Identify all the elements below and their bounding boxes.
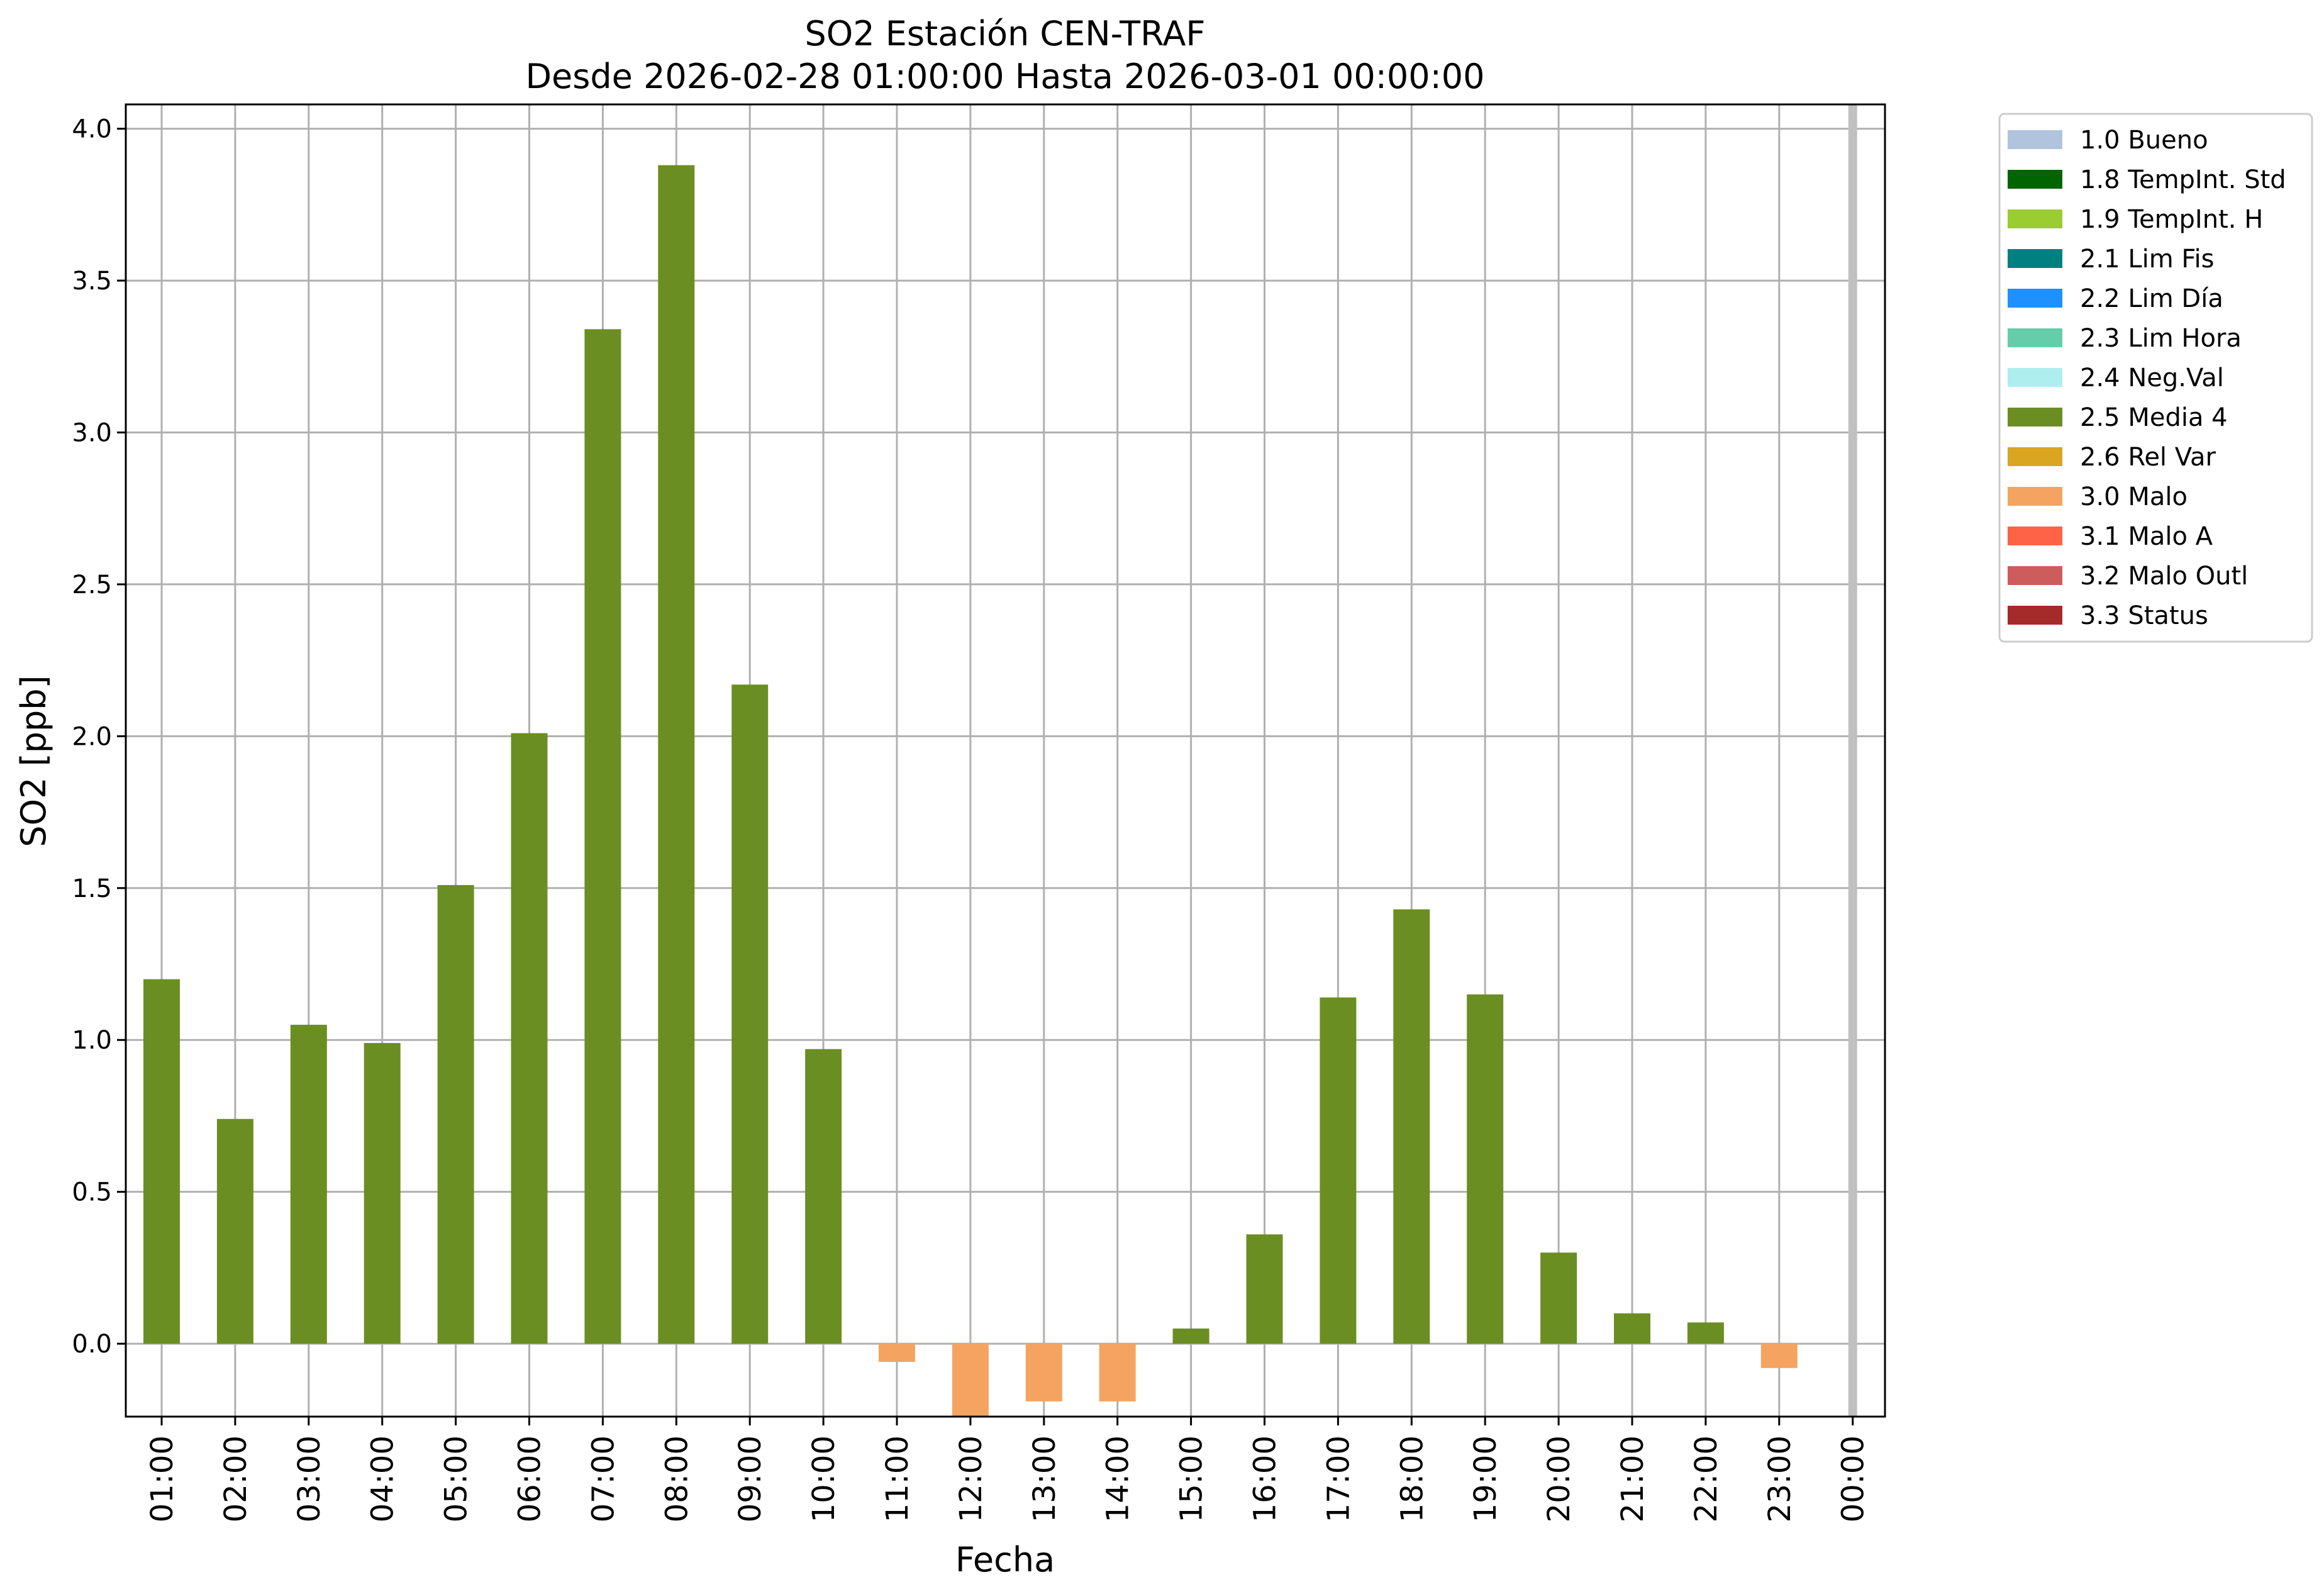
legend-swatch xyxy=(2008,408,2062,426)
legend-swatch xyxy=(2008,487,2062,506)
x-axis-label: Fecha xyxy=(955,1540,1055,1580)
x-tick-label: 21:00 xyxy=(1615,1435,1650,1522)
x-tick-label: 07:00 xyxy=(586,1435,621,1522)
x-tick-label: 17:00 xyxy=(1321,1435,1356,1522)
x-tick-label: 18:00 xyxy=(1394,1435,1430,1522)
y-tick-label: 4.0 xyxy=(72,115,112,144)
x-tick-label: 23:00 xyxy=(1762,1435,1798,1522)
bar-07:00 xyxy=(584,329,621,1344)
bar-23:00 xyxy=(1760,1344,1798,1368)
plot-frame xyxy=(125,103,1886,1418)
bars xyxy=(143,165,1798,1417)
legend-swatch xyxy=(2008,209,2062,228)
x-tick-label: 13:00 xyxy=(1027,1435,1062,1522)
legend-label: 2.1 Lim Fis xyxy=(2080,245,2214,274)
bar-19:00 xyxy=(1467,994,1504,1344)
legend-label: 3.1 Malo A xyxy=(2080,522,2213,551)
legend-label: 2.4 Neg.Val xyxy=(2080,364,2224,393)
bar-21:00 xyxy=(1614,1313,1650,1344)
chart-title: SO2 Estación CEN-TRAF xyxy=(804,14,1205,53)
legend-label: 2.5 Media 4 xyxy=(2080,403,2228,432)
bar-17:00 xyxy=(1320,997,1357,1344)
bar-15:00 xyxy=(1172,1328,1209,1344)
bar-22:00 xyxy=(1687,1322,1724,1344)
bar-18:00 xyxy=(1393,909,1430,1344)
bar-16:00 xyxy=(1246,1234,1283,1344)
legend-label: 3.0 Malo xyxy=(2080,482,2188,511)
legend-label: 2.6 Rel Var xyxy=(2080,443,2216,472)
x-tick-label: 04:00 xyxy=(365,1435,401,1522)
x-tick-label: 22:00 xyxy=(1689,1435,1724,1522)
bar-11:00 xyxy=(879,1344,915,1363)
legend-swatch xyxy=(2008,606,2062,625)
legend-swatch xyxy=(2008,368,2062,387)
x-tick-label: 14:00 xyxy=(1101,1435,1136,1522)
legend-swatch xyxy=(2008,130,2062,149)
x-tick-label: 00:00 xyxy=(1836,1435,1871,1522)
bar-08:00 xyxy=(658,165,695,1344)
bar-02:00 xyxy=(216,1118,253,1344)
y-tick-label: 3.0 xyxy=(72,419,112,448)
bar-09:00 xyxy=(731,684,769,1344)
bar-03:00 xyxy=(290,1025,327,1344)
bar-05:00 xyxy=(437,884,474,1344)
x-tick-label: 19:00 xyxy=(1468,1435,1503,1522)
legend-swatch xyxy=(2008,249,2062,268)
x-tick-label: 01:00 xyxy=(145,1435,180,1522)
chart-subtitle: Desde 2026-02-28 01:00:00 Hasta 2026-03-… xyxy=(525,57,1484,96)
legend-label: 3.3 Status xyxy=(2080,601,2208,630)
legend-swatch xyxy=(2008,170,2062,189)
y-tick-label: 0.0 xyxy=(72,1330,112,1359)
x-tick-label: 08:00 xyxy=(659,1435,694,1522)
bar-14:00 xyxy=(1099,1344,1136,1402)
x-axis-ticks: 01:00 02:00 03:00 04:00 05:00 06:00 07:00 08:00… xyxy=(145,1417,1871,1522)
y-tick-label: 2.5 xyxy=(72,571,112,599)
y-tick-label: 2.0 xyxy=(72,722,112,751)
bar-10:00 xyxy=(805,1049,842,1344)
legend-swatch xyxy=(2008,328,2062,347)
x-tick-label: 20:00 xyxy=(1542,1435,1577,1522)
bar-04:00 xyxy=(364,1043,401,1344)
x-tick-label: 15:00 xyxy=(1174,1435,1209,1522)
legend-label: 1.8 TempInt. Std xyxy=(2080,165,2286,194)
x-tick-label: 11:00 xyxy=(880,1435,915,1522)
bar-13:00 xyxy=(1025,1344,1062,1402)
x-tick-label: 06:00 xyxy=(513,1435,548,1522)
y-axis-label: SO2 [ppb] xyxy=(14,675,53,847)
y-axis-ticks: 0.0 0.5 1.0 1.5 2.0 2.5 3.0 3.5 4.0 xyxy=(72,115,126,1359)
legend-label: 3.2 Malo Outl xyxy=(2080,562,2248,591)
x-tick-label: 10:00 xyxy=(806,1435,842,1522)
y-tick-label: 3.5 xyxy=(72,267,112,296)
x-tick-label: 09:00 xyxy=(733,1435,768,1522)
legend-swatch xyxy=(2008,527,2062,545)
y-tick-label: 1.5 xyxy=(72,874,112,903)
legend-swatch xyxy=(2008,566,2062,585)
y-tick-label: 1.0 xyxy=(72,1026,112,1055)
bar-06:00 xyxy=(511,733,548,1344)
bar-01:00 xyxy=(143,979,180,1344)
y-tick-label: 0.5 xyxy=(72,1178,112,1207)
x-tick-label: 03:00 xyxy=(292,1435,327,1522)
legend-label: 1.0 Bueno xyxy=(2080,126,2208,155)
legend-swatch xyxy=(2008,447,2062,466)
legend-swatch xyxy=(2008,289,2062,308)
x-tick-label: 12:00 xyxy=(954,1435,989,1522)
legend-label: 2.3 Lim Hora xyxy=(2080,324,2242,353)
legend-label: 1.9 TempInt. H xyxy=(2080,205,2263,234)
legend-frame xyxy=(1998,113,2313,643)
bar-12:00 xyxy=(952,1344,989,1417)
x-tick-label: 16:00 xyxy=(1248,1435,1283,1522)
x-tick-label: 02:00 xyxy=(218,1435,253,1522)
bar-20:00 xyxy=(1540,1252,1577,1344)
legend-label: 2.2 Lim Día xyxy=(2080,284,2223,313)
legend: 1.0 Bueno 1.8 TempInt. Std 1.9 TempInt. H 2… xyxy=(1998,113,2313,643)
x-tick-label: 05:00 xyxy=(439,1435,474,1522)
